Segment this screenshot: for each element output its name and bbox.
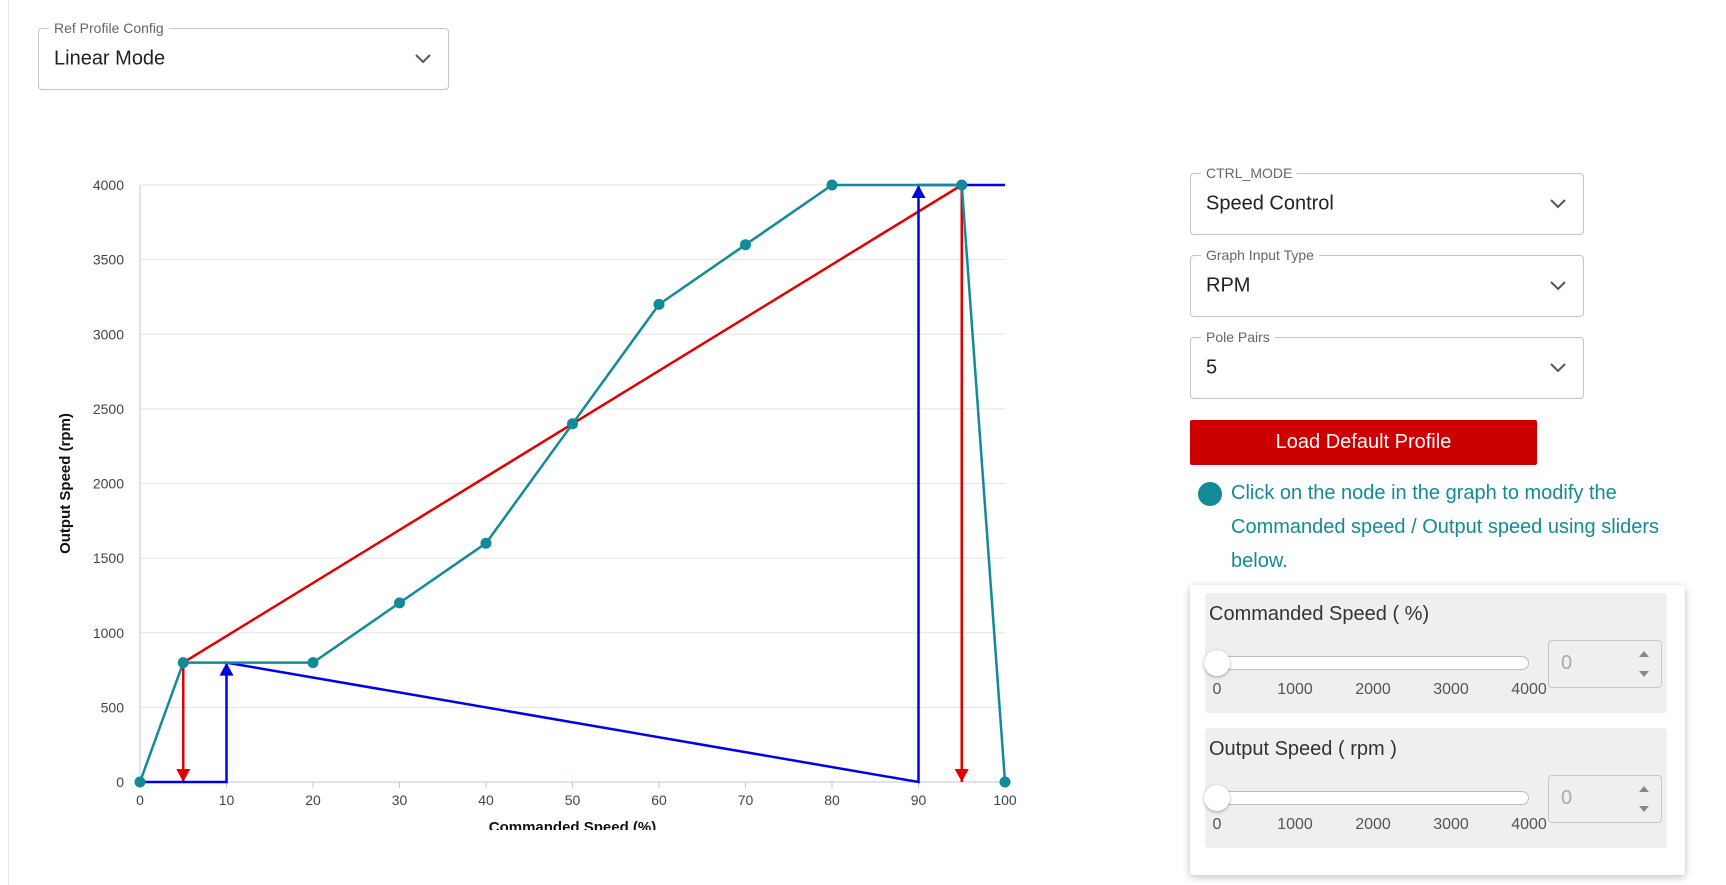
tick-label: 4000 — [1511, 681, 1547, 698]
x-tick-label: 10 — [219, 792, 235, 808]
ref-profile-config-value: Linear Mode — [54, 47, 166, 70]
profile-node[interactable] — [134, 776, 146, 788]
y-tick-label: 500 — [101, 699, 125, 715]
y-tick-label: 1500 — [93, 550, 124, 566]
profile-line-series — [134, 179, 1011, 788]
y-tick-label: 2000 — [93, 476, 124, 492]
output-speed-slider-track[interactable] — [1217, 791, 1529, 805]
ctrl-mode-select[interactable]: CTRL_MODE Speed Control — [1190, 165, 1584, 235]
profile-node[interactable] — [999, 776, 1011, 788]
y-tick-label: 3000 — [93, 326, 124, 342]
profile-node[interactable] — [177, 657, 189, 669]
tick-label: 0 — [1212, 681, 1222, 698]
tick-label: 2000 — [1355, 681, 1391, 698]
commanded-speed-slider-thumb[interactable] — [1204, 650, 1230, 676]
info-text: Click on the node in the graph to modify… — [1231, 482, 1660, 572]
slider-card: Commanded Speed ( %) 0 1000 2000 3000 40… — [1190, 585, 1685, 875]
chart-grid — [140, 184, 1005, 708]
tick-label: 2000 — [1355, 816, 1391, 833]
commanded-speed-title: Commanded Speed ( %) — [1209, 603, 1430, 625]
y-tick-label: 1000 — [93, 625, 124, 641]
graph-input-type-value: RPM — [1206, 274, 1251, 297]
profile-node[interactable] — [956, 179, 968, 191]
output-speed-ticks: 0 1000 2000 3000 4000 — [1205, 816, 1547, 836]
spin-down-icon[interactable] — [1639, 806, 1649, 812]
chevron-down-icon — [1550, 363, 1566, 373]
output-speed-number-input[interactable]: 0 — [1548, 775, 1662, 823]
chevron-down-icon — [1550, 281, 1566, 291]
tick-label: 1000 — [1277, 816, 1313, 833]
x-tick-label: 70 — [738, 792, 754, 808]
chevron-down-icon — [415, 54, 431, 64]
tick-label: 3000 — [1433, 681, 1469, 698]
graph-input-type-label: Graph Input Type — [1201, 247, 1319, 263]
output-speed-input-value: 0 — [1561, 787, 1573, 809]
pole-pairs-value: 5 — [1206, 356, 1218, 379]
x-tick-label: 80 — [824, 792, 840, 808]
y-axis-title: Output Speed (rpm) — [57, 413, 74, 554]
commanded-speed-panel: Commanded Speed ( %) 0 1000 2000 3000 40… — [1204, 593, 1667, 713]
red-arrow-head — [954, 769, 969, 782]
x-tick-label: 50 — [565, 792, 581, 808]
y-tick-label: 0 — [116, 774, 124, 790]
ref-profile-config-label: Ref Profile Config — [49, 20, 169, 36]
x-tick-label: 40 — [478, 792, 494, 808]
output-speed-panel: Output Speed ( rpm ) 0 1000 2000 3000 40… — [1204, 728, 1667, 848]
chart-axes: 0 500 1000 1500 2000 2500 3000 3500 4000 0 10 20 30 4… — [93, 177, 1017, 808]
ctrl-mode-label: CTRL_MODE — [1201, 165, 1298, 181]
profile-node[interactable] — [307, 657, 319, 669]
commanded-speed-number-input[interactable]: 0 — [1548, 640, 1662, 688]
y-tick-label: 3500 — [93, 252, 124, 268]
tick-label: 3000 — [1433, 816, 1469, 833]
output-speed-slider-thumb[interactable] — [1204, 785, 1230, 811]
blue-arrow-head — [219, 662, 234, 676]
load-default-profile-button[interactable]: Load Default Profile — [1190, 420, 1537, 465]
y-tick-label: 2500 — [93, 401, 124, 417]
profile-node[interactable] — [826, 179, 838, 191]
graph-input-type-select[interactable]: Graph Input Type RPM — [1190, 247, 1584, 317]
commanded-speed-ticks: 0 1000 2000 3000 4000 — [1205, 681, 1547, 701]
blue-arrow-head — [911, 185, 926, 198]
x-tick-label: 100 — [993, 792, 1017, 808]
commanded-speed-input-value: 0 — [1561, 652, 1573, 674]
tick-label: 1000 — [1277, 681, 1313, 698]
ctrl-mode-value: Speed Control — [1206, 192, 1334, 215]
x-tick-label: 20 — [305, 792, 321, 808]
chevron-down-icon — [1550, 199, 1566, 209]
output-speed-title: Output Speed ( rpm ) — [1209, 738, 1397, 760]
y-tick-label: 4000 — [93, 177, 124, 193]
pole-pairs-label: Pole Pairs — [1201, 329, 1275, 345]
speed-profile-chart[interactable]: 0 500 1000 1500 2000 2500 3000 3500 4000 0 10 20 30 4… — [40, 160, 1020, 830]
x-tick-label: 30 — [392, 792, 408, 808]
tick-label: 0 — [1212, 816, 1222, 833]
profile-node[interactable] — [740, 239, 751, 251]
x-tick-label: 0 — [136, 792, 144, 808]
spin-up-icon[interactable] — [1639, 651, 1649, 657]
red-arrow-head — [176, 769, 191, 782]
profile-node[interactable] — [567, 418, 578, 430]
profile-node[interactable] — [653, 298, 665, 310]
left-border — [8, 0, 9, 885]
x-tick-label: 90 — [911, 792, 927, 808]
info-dot-icon — [1198, 482, 1222, 506]
tick-label: 4000 — [1511, 816, 1547, 833]
commanded-speed-slider-track[interactable] — [1217, 656, 1529, 670]
spin-down-icon[interactable] — [1639, 671, 1649, 677]
profile-node[interactable] — [480, 537, 492, 549]
x-axis-title: Commanded Speed (%) — [489, 819, 657, 830]
profile-node[interactable] — [394, 597, 405, 609]
pole-pairs-select[interactable]: Pole Pairs 5 — [1190, 329, 1584, 399]
x-tick-label: 60 — [651, 792, 667, 808]
ref-profile-config-select[interactable]: Ref Profile Config Linear Mode — [38, 20, 449, 90]
spin-up-icon[interactable] — [1639, 786, 1649, 792]
